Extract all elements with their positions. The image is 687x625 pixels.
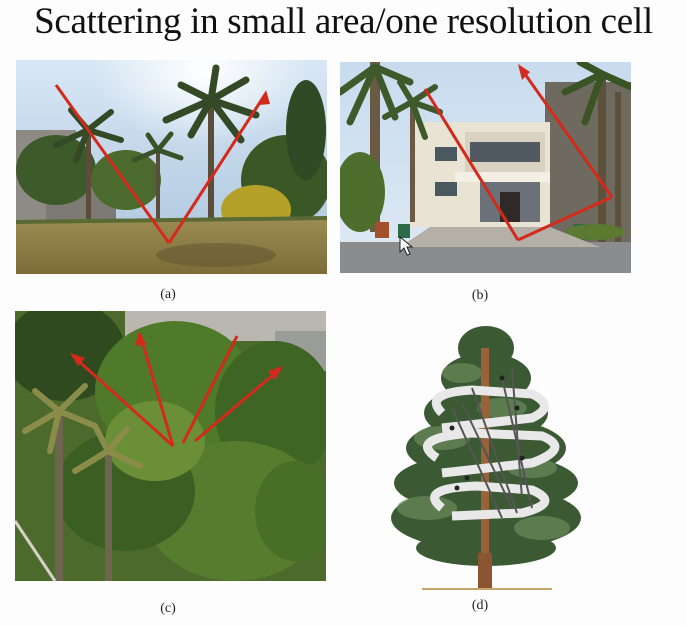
double-bounce-arrow-b: [423, 64, 614, 242]
helical-scatter-paths-d: [423, 367, 560, 521]
volume-scatter-arrows-c: [70, 331, 283, 448]
slide-title: Scattering in small area/one resolution …: [34, 1, 653, 42]
photo-panel-a: [16, 60, 327, 274]
photo-panel-b: [340, 62, 631, 273]
caption-a: (a): [160, 287, 176, 302]
tree-diagram-d: [382, 318, 590, 594]
caption-d: (d): [471, 598, 489, 613]
photo-panel-c: [15, 311, 326, 581]
caption-c: (c): [160, 601, 176, 616]
caption-b: (b): [471, 288, 489, 303]
scatter-arrow-a: [54, 84, 270, 244]
mouse-cursor-icon: [399, 235, 414, 256]
